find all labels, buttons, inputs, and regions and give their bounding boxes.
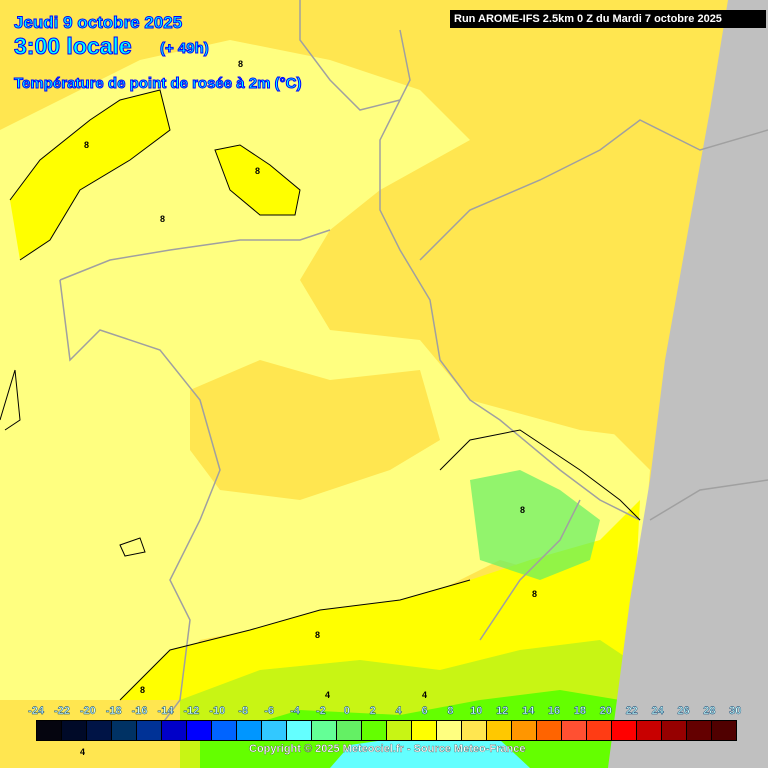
legend-swatch xyxy=(112,721,137,740)
legend-swatch xyxy=(187,721,212,740)
legend-swatch xyxy=(362,721,387,740)
legend-tick-label: 22 xyxy=(625,705,638,717)
legend-tick-label: -6 xyxy=(264,705,274,717)
legend-swatch xyxy=(162,721,187,740)
legend-swatch xyxy=(687,721,712,740)
field-2-4-se xyxy=(470,470,600,580)
legend-swatch xyxy=(462,721,487,740)
forecast-time: 3:00 locale xyxy=(14,33,133,60)
contour-label: 8 xyxy=(520,505,525,515)
legend-swatch xyxy=(62,721,87,740)
legend-swatch xyxy=(37,721,62,740)
forecast-date: Jeudi 9 octobre 2025 xyxy=(13,13,183,33)
legend-tick-label: -22 xyxy=(53,705,70,717)
legend-tick-label: 20 xyxy=(599,705,612,717)
field-10-12-central xyxy=(190,360,440,500)
legend-swatch xyxy=(512,721,537,740)
legend-swatch xyxy=(662,721,687,740)
legend-tick-label: -2 xyxy=(316,705,326,717)
legend-swatch xyxy=(312,721,337,740)
parameter-title: Température de point de rosée à 2m (°C) xyxy=(13,75,302,93)
copyright: Copyright © 2025 Meteociel.fr - Source M… xyxy=(249,743,526,755)
legend-swatch xyxy=(487,721,512,740)
borders xyxy=(59,0,768,741)
field-6-8-nw xyxy=(10,90,170,260)
legend-swatch xyxy=(337,721,362,740)
legend-tick-label: 28 xyxy=(703,705,716,717)
legend-swatch xyxy=(587,721,612,740)
legend-tick-label: 10 xyxy=(470,705,483,717)
run-info-banner: Run AROME-IFS 2.5km 0 Z du Mardi 7 octob… xyxy=(450,10,766,28)
no-data-area xyxy=(608,0,768,768)
field-6-8-south xyxy=(120,500,640,700)
legend-tick-label: 14 xyxy=(521,705,535,717)
lead-time: (+ 49h) xyxy=(160,40,210,58)
contours xyxy=(0,89,641,701)
contour-label: 8 xyxy=(160,214,165,224)
legend-tick-label: -10 xyxy=(209,705,226,717)
legend-tick-label: 12 xyxy=(496,705,509,717)
legend-swatch xyxy=(437,721,462,740)
legend-tick-label: -14 xyxy=(157,705,174,717)
legend-tick-label: -4 xyxy=(290,705,300,717)
legend-tick-label: 8 xyxy=(447,705,454,717)
contour-label: 8 xyxy=(532,589,537,599)
legend-tick-label: 18 xyxy=(573,705,587,717)
contour-label: 8 xyxy=(84,140,89,150)
field-6-8-n xyxy=(215,145,300,215)
field-10-12-ne xyxy=(390,90,710,440)
contour-label: 8 xyxy=(315,630,320,640)
color-legend xyxy=(36,720,737,741)
legend-swatch xyxy=(387,721,412,740)
legend-swatch xyxy=(212,721,237,740)
legend-tick-label: 30 xyxy=(729,705,742,717)
legend-tick-label: 0 xyxy=(343,705,351,717)
field-0-2-south xyxy=(330,735,530,768)
legend-tick-label: -12 xyxy=(183,705,200,717)
contour-label: 4 xyxy=(422,690,427,700)
legend-tick-label: -24 xyxy=(28,705,44,717)
legend-tick-label: 6 xyxy=(421,705,428,717)
contour-labels: 8 8 8 8 8 8 8 8 4 4 4 xyxy=(80,59,537,757)
legend-tick-label: -20 xyxy=(79,705,96,717)
legend-tick-label: -8 xyxy=(238,705,249,717)
legend-tick-label: 2 xyxy=(369,705,376,717)
legend-swatch xyxy=(262,721,287,740)
legend-swatch xyxy=(87,721,112,740)
legend-tick-label: 16 xyxy=(547,705,561,717)
legend-tick-label: -18 xyxy=(105,705,122,717)
legend-swatch xyxy=(237,721,262,740)
legend-swatch xyxy=(637,721,662,740)
legend-tick-label: 4 xyxy=(395,705,402,717)
contour-label: 8 xyxy=(238,59,243,69)
legend-swatch xyxy=(712,721,736,740)
contour-label: 4 xyxy=(325,690,330,700)
legend-swatch xyxy=(612,721,637,740)
legend-tick-label: 24 xyxy=(651,705,664,717)
contour-label: 8 xyxy=(255,166,260,176)
legend-swatch xyxy=(562,721,587,740)
contour-label: 8 xyxy=(140,685,145,695)
legend-swatch xyxy=(412,721,437,740)
legend-swatch xyxy=(537,721,562,740)
legend-ticks: -24 -22 -20 -18 -16 -14 -12 -10 -8 -6 -4 -2 0 2 4 6 8 10 1… xyxy=(24,705,744,719)
legend-swatch xyxy=(287,721,312,740)
legend-tick-label: 26 xyxy=(677,705,690,717)
contour-label: 4 xyxy=(80,747,85,757)
legend-swatch xyxy=(137,721,162,740)
legend-tick-label: -16 xyxy=(131,705,148,717)
